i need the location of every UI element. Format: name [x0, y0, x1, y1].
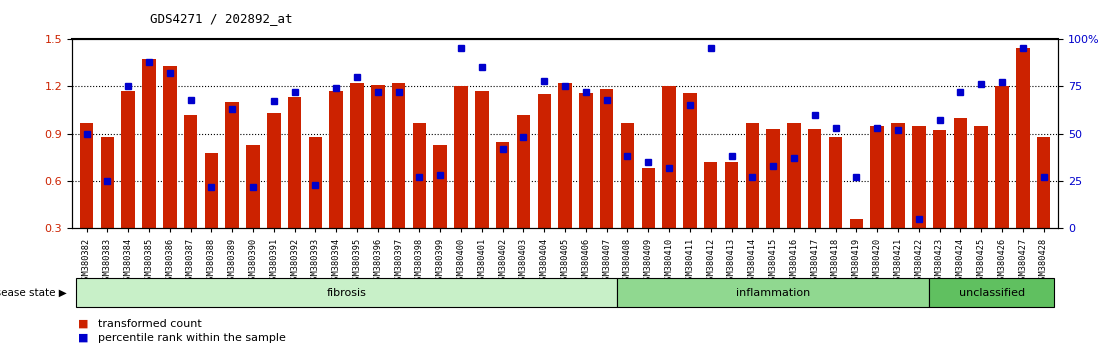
Bar	[267, 113, 280, 276]
Bar	[891, 122, 905, 276]
Bar	[808, 129, 821, 276]
Bar	[475, 91, 489, 276]
Bar	[787, 122, 801, 276]
Text: fibrosis: fibrosis	[327, 288, 367, 298]
Bar	[912, 126, 925, 276]
Bar	[392, 83, 406, 276]
Bar	[288, 97, 301, 276]
Bar	[163, 66, 176, 276]
Text: inflammation: inflammation	[736, 288, 810, 298]
Bar	[496, 142, 510, 276]
Bar	[350, 83, 363, 276]
Bar	[995, 86, 1008, 276]
Bar	[684, 93, 697, 276]
Bar	[454, 86, 468, 276]
Bar	[1016, 48, 1029, 276]
Bar	[829, 137, 842, 276]
Bar	[767, 129, 780, 276]
Bar	[746, 122, 759, 276]
Bar	[558, 83, 572, 276]
Bar	[329, 91, 343, 276]
Bar	[579, 93, 593, 276]
Bar	[871, 126, 884, 276]
Bar	[974, 126, 988, 276]
FancyBboxPatch shape	[930, 279, 1054, 307]
Bar	[516, 115, 531, 276]
Text: percentile rank within the sample: percentile rank within the sample	[98, 333, 286, 343]
Bar	[101, 137, 114, 276]
FancyBboxPatch shape	[76, 279, 617, 307]
Text: transformed count: transformed count	[98, 319, 202, 329]
Bar	[371, 85, 384, 276]
Bar	[933, 131, 946, 276]
Bar	[122, 91, 135, 276]
Bar	[412, 122, 427, 276]
Bar	[537, 94, 551, 276]
Text: GDS4271 / 202892_at: GDS4271 / 202892_at	[150, 12, 293, 25]
Bar	[663, 86, 676, 276]
Bar	[620, 122, 634, 276]
Bar	[225, 102, 239, 276]
Bar	[309, 137, 322, 276]
Bar	[246, 145, 259, 276]
Bar	[184, 115, 197, 276]
Bar	[850, 219, 863, 276]
Bar	[433, 145, 447, 276]
FancyBboxPatch shape	[617, 279, 930, 307]
Bar	[1037, 137, 1050, 276]
Bar	[205, 153, 218, 276]
Text: unclassified: unclassified	[958, 288, 1025, 298]
Bar	[599, 90, 614, 276]
Text: ■: ■	[78, 333, 88, 343]
Bar	[142, 59, 156, 276]
Bar	[80, 122, 93, 276]
Bar	[725, 162, 738, 276]
Text: disease state ▶: disease state ▶	[0, 288, 66, 298]
Text: ■: ■	[78, 319, 88, 329]
Bar	[704, 162, 718, 276]
Bar	[642, 169, 655, 276]
Bar	[954, 118, 967, 276]
